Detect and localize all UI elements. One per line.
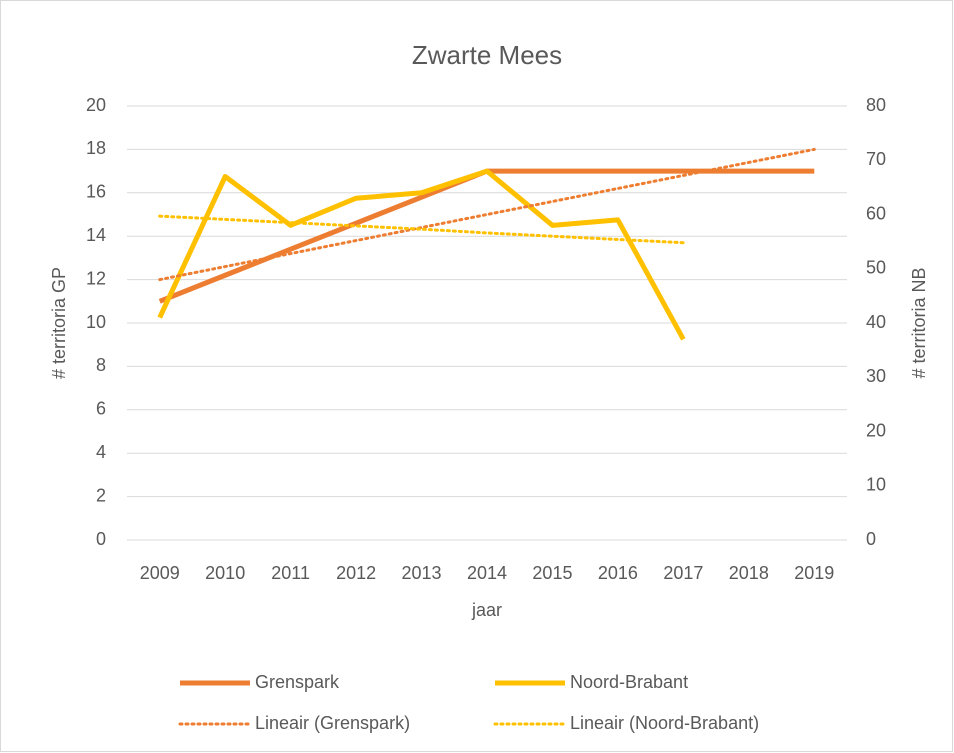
y-tick-label: 16 <box>86 182 106 202</box>
chart-title: Zwarte Mees <box>412 40 562 70</box>
y2-tick-label: 60 <box>866 203 886 223</box>
y-tick-label: 14 <box>86 225 106 245</box>
y2-tick-label: 40 <box>866 312 886 332</box>
y2-tick-label: 0 <box>866 529 876 549</box>
y2-tick-label: 80 <box>866 95 886 115</box>
x-tick-label: 2019 <box>794 563 834 583</box>
y-tick-label: 12 <box>86 268 106 288</box>
x-tick-label: 2009 <box>140 563 180 583</box>
y-tick-label: 2 <box>96 485 106 505</box>
x-tick-label: 2013 <box>402 563 442 583</box>
x-tick-label: 2010 <box>205 563 245 583</box>
y-tick-label: 10 <box>86 312 106 332</box>
y2-tick-label: 10 <box>866 475 886 495</box>
trend-line <box>158 214 685 245</box>
legend-label: Lineair (Noord-Brabant) <box>570 713 759 733</box>
series-line <box>157 168 686 341</box>
y-tick-label: 8 <box>96 355 106 375</box>
y2-tick-label: 70 <box>866 149 886 169</box>
y2-tick-label: 50 <box>866 258 886 278</box>
x-tick-label: 2018 <box>729 563 769 583</box>
legend-label: Grenspark <box>255 672 340 692</box>
y-tick-label: 18 <box>86 138 106 158</box>
x-tick-label: 2012 <box>336 563 376 583</box>
x-tick-label: 2015 <box>532 563 572 583</box>
y2-tick-label: 30 <box>866 366 886 386</box>
trend-line <box>158 147 816 282</box>
y-axis-title: # territoria GP <box>49 267 69 379</box>
x-tick-label: 2016 <box>598 563 638 583</box>
y2-axis-title: # territoria NB <box>909 267 929 378</box>
x-tick-label: 2017 <box>663 563 703 583</box>
y-tick-label: 4 <box>96 442 106 462</box>
x-tick-label: 2011 <box>271 563 310 583</box>
y-tick-label: 6 <box>96 399 106 419</box>
legend-label: Noord-Brabant <box>570 672 688 692</box>
x-tick-label: 2014 <box>467 563 507 583</box>
x-axis-title: jaar <box>471 600 502 620</box>
y-tick-label: 20 <box>86 95 106 115</box>
y2-tick-label: 20 <box>866 420 886 440</box>
legend-label: Lineair (Grenspark) <box>255 713 410 733</box>
y-tick-label: 0 <box>96 529 106 549</box>
